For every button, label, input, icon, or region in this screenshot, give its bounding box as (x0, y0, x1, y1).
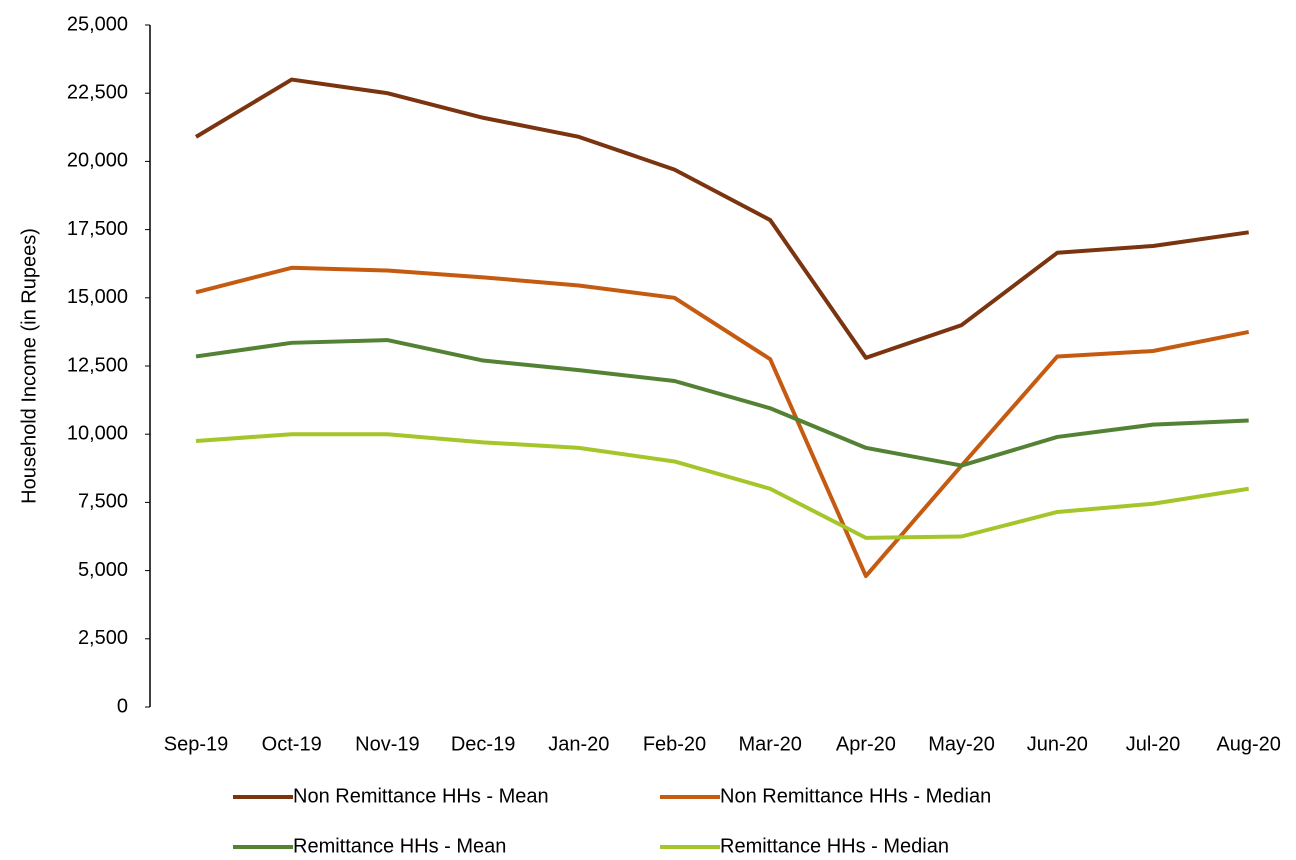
y-tick-label: 7,500 (78, 491, 128, 513)
x-tick-label: Apr-20 (836, 733, 896, 755)
x-tick-label: Jul-20 (1126, 733, 1180, 755)
x-tick-label: Sep-19 (164, 733, 229, 755)
y-tick-label: 17,500 (67, 218, 128, 240)
y-tick-label: 10,000 (67, 422, 128, 444)
x-tick-label: Jan-20 (548, 733, 609, 755)
x-tick-label: Nov-19 (355, 733, 419, 755)
x-tick-label: Oct-19 (262, 733, 322, 755)
legend-label: Remittance HHs - Mean (293, 835, 506, 857)
y-tick-label: 2,500 (78, 627, 128, 649)
x-tick-label: May-20 (928, 733, 995, 755)
x-tick-label: Mar-20 (739, 733, 802, 755)
x-tick-label: Feb-20 (643, 733, 706, 755)
y-tick-label: 12,500 (67, 354, 128, 376)
y-tick-label: 20,000 (67, 150, 128, 172)
series-line (195, 265, 1250, 579)
y-tick-label: 22,500 (67, 81, 128, 103)
x-tick-label: Jun-20 (1027, 733, 1088, 755)
series-line (194, 77, 1249, 360)
legend-label: Remittance HHs - Median (720, 835, 949, 857)
y-tick-label: 15,000 (67, 286, 128, 308)
y-tick-label: 0 (117, 695, 128, 717)
x-tick-label: Aug-20 (1216, 733, 1281, 755)
y-tick-label: 25,000 (67, 13, 128, 35)
y-axis-label: Household Income (in Rupees) (18, 228, 40, 504)
series-line (195, 432, 1250, 540)
x-tick-label: Dec-19 (451, 733, 515, 755)
legend-label: Non Remittance HHs - Median (720, 785, 991, 807)
legend-label: Non Remittance HHs - Mean (293, 785, 549, 807)
series-line (195, 338, 1249, 468)
y-tick-label: 5,000 (78, 559, 128, 581)
